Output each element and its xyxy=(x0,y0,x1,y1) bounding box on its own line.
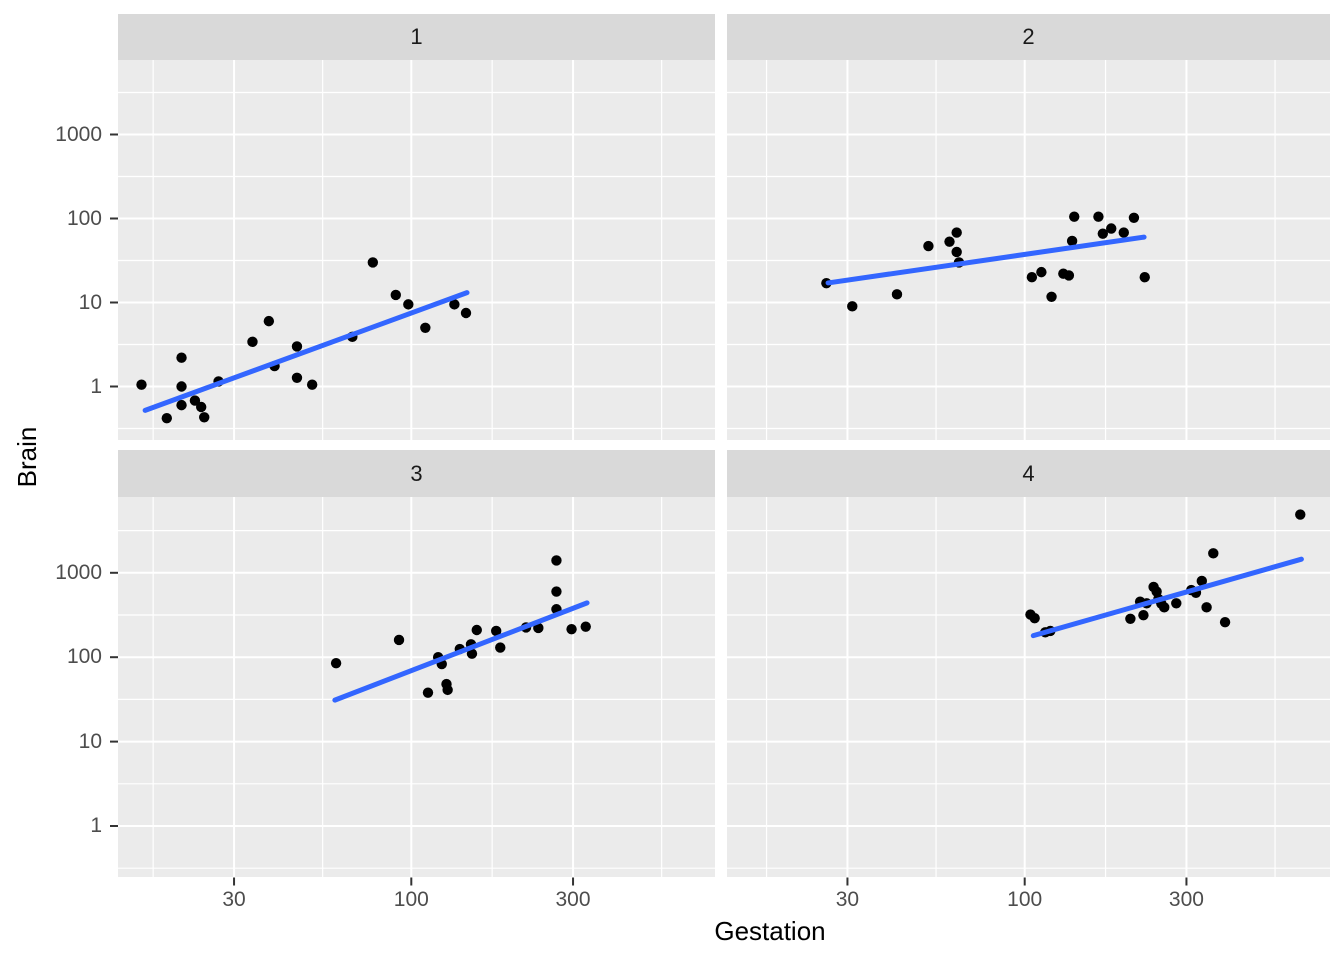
data-point xyxy=(847,301,858,312)
data-point xyxy=(1295,509,1306,520)
smooth-line xyxy=(332,600,590,703)
x-tick-label: 300 xyxy=(1168,888,1204,911)
x-tick-label: 300 xyxy=(555,888,591,911)
data-point xyxy=(291,372,303,383)
data-point xyxy=(460,307,472,319)
data-point xyxy=(1159,602,1170,613)
data-point xyxy=(403,299,414,310)
data-point xyxy=(330,657,342,669)
data-point xyxy=(1106,223,1117,234)
panel-background xyxy=(118,60,715,440)
data-point xyxy=(420,322,431,333)
facet-strip-label: 3 xyxy=(410,460,423,486)
data-point xyxy=(471,624,482,636)
x-tick-label: 30 xyxy=(222,888,246,911)
panel-background xyxy=(727,60,1330,440)
data-point xyxy=(1171,598,1182,609)
y-tick-label: 10 xyxy=(78,729,102,753)
data-point xyxy=(951,227,962,238)
y-tick-label: 100 xyxy=(66,206,102,230)
y-tick-label: 100 xyxy=(66,645,102,669)
facet-strip-label: 1 xyxy=(410,24,423,49)
y-tick-label: 1 xyxy=(90,374,102,398)
x-tick-label: 100 xyxy=(1007,888,1043,911)
data-point xyxy=(490,625,502,637)
data-point xyxy=(390,289,401,301)
smooth-line xyxy=(142,290,470,413)
data-point xyxy=(1139,272,1150,283)
y-tick-label: 1 xyxy=(90,814,102,837)
data-point xyxy=(1026,272,1038,283)
data-point xyxy=(1125,613,1136,625)
facet-strip-4: 4 xyxy=(727,450,1330,497)
data-point xyxy=(263,315,275,327)
smooth-line xyxy=(1030,556,1304,639)
facet-strip-1: 1 xyxy=(118,14,715,60)
data-point xyxy=(551,555,562,566)
facet-strip-2: 2 xyxy=(727,14,1330,60)
data-point xyxy=(1036,266,1047,278)
data-point xyxy=(306,379,318,390)
data-point xyxy=(189,395,201,406)
data-point xyxy=(176,381,187,392)
data-point xyxy=(1196,575,1208,587)
data-point xyxy=(161,412,172,424)
data-point xyxy=(449,299,460,310)
facet-strip-label: 4 xyxy=(1022,460,1035,486)
data-point xyxy=(422,687,434,698)
data-point xyxy=(247,336,258,348)
facet-strip-label: 2 xyxy=(1022,24,1035,49)
x-tick-label: 100 xyxy=(393,888,429,911)
data-point xyxy=(136,379,147,390)
y-tick-label: 1000 xyxy=(55,560,102,584)
data-point xyxy=(466,648,478,659)
data-point xyxy=(1208,548,1219,559)
y-tick-label: 1000 xyxy=(55,122,102,146)
y-tick-label: 10 xyxy=(78,290,102,314)
data-point xyxy=(495,642,506,653)
data-point xyxy=(580,621,591,632)
data-point xyxy=(533,622,544,634)
data-point xyxy=(195,401,207,413)
data-point xyxy=(1069,211,1080,222)
data-point xyxy=(551,586,562,597)
data-point xyxy=(1201,602,1212,613)
panel-background xyxy=(118,497,715,877)
data-point xyxy=(1118,227,1129,238)
data-point xyxy=(951,246,962,258)
data-point xyxy=(1128,212,1140,223)
data-point xyxy=(1097,228,1109,239)
data-point xyxy=(1029,612,1040,624)
y-axis-title: Brain xyxy=(12,426,42,488)
data-point xyxy=(176,399,187,411)
data-point xyxy=(176,352,187,363)
x-axis-title: Gestation xyxy=(714,916,826,946)
data-point xyxy=(367,257,379,268)
data-point xyxy=(1046,291,1057,302)
data-point xyxy=(944,236,955,247)
data-point xyxy=(1063,270,1075,281)
data-point xyxy=(923,240,934,252)
data-point xyxy=(393,634,405,646)
data-point xyxy=(1066,235,1078,247)
data-point xyxy=(1219,616,1231,628)
panel-background xyxy=(727,497,1330,877)
smooth-line xyxy=(825,234,1147,286)
data-point xyxy=(1093,211,1104,222)
data-point xyxy=(891,289,903,300)
data-point xyxy=(1138,609,1149,621)
x-tick-label: 30 xyxy=(835,888,860,911)
facet-strip-3: 3 xyxy=(118,450,715,497)
data-point xyxy=(442,684,453,696)
data-point xyxy=(199,412,210,423)
data-point xyxy=(291,341,303,352)
data-point xyxy=(566,623,577,635)
